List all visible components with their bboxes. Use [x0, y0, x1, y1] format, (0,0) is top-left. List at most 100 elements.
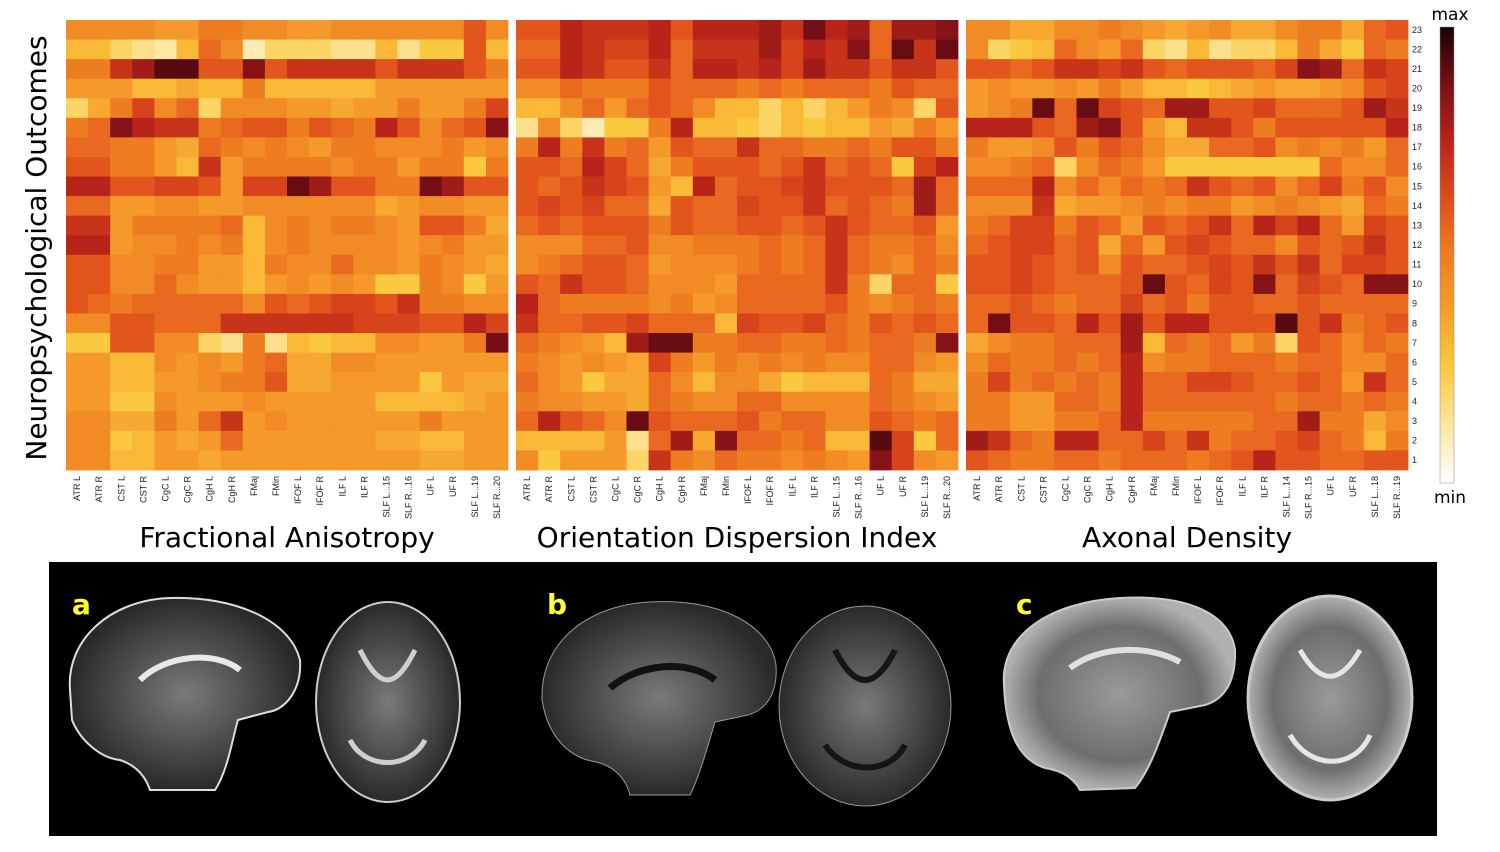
heatmap-cell — [737, 450, 760, 471]
heatmap-cell — [1098, 137, 1122, 158]
heatmap-cell — [1385, 98, 1409, 119]
heatmap-cell — [1319, 39, 1343, 60]
heatmap-cell — [1341, 78, 1365, 99]
heatmap-cell — [913, 293, 937, 314]
heatmap-cell — [803, 196, 826, 217]
heatmap-cell — [441, 313, 465, 334]
heatmap-cell — [463, 274, 487, 295]
heatmap-cell — [847, 430, 870, 451]
heatmap-cell — [759, 235, 782, 256]
heatmap-cell — [353, 137, 376, 158]
heatmap-cell — [582, 430, 605, 451]
heatmap-cell — [1385, 196, 1409, 217]
heatmap-cell — [66, 430, 89, 451]
heatmap-cell — [154, 215, 177, 236]
heatmap-cell — [1032, 391, 1055, 412]
heatmap-cell — [331, 293, 354, 314]
heatmap-cell — [1164, 333, 1188, 354]
heatmap-cell — [485, 156, 509, 177]
heatmap-cell — [560, 78, 583, 99]
heatmap-cell — [264, 137, 288, 158]
heatmap-cell — [935, 215, 959, 236]
heatmap-cell — [988, 274, 1011, 295]
y-tick-label: 12 — [1412, 240, 1422, 250]
heatmap-cell — [582, 78, 605, 99]
heatmap-cell — [419, 137, 443, 158]
heatmap-cell — [287, 450, 310, 471]
heatmap-cell — [66, 59, 89, 80]
heatmap-cell — [264, 59, 288, 80]
heatmap-cell — [648, 59, 672, 80]
heatmap-cell — [1010, 196, 1033, 217]
heatmap-cell — [538, 450, 561, 471]
heatmap-cell — [110, 333, 133, 354]
heatmap-cell — [287, 196, 310, 217]
heatmap-cell — [935, 430, 959, 451]
heatmap-cell — [1076, 235, 1099, 256]
heatmap-cell — [692, 352, 716, 373]
heatmap-cell — [582, 156, 605, 177]
heatmap-cell — [419, 117, 443, 138]
heatmap-cell — [714, 430, 738, 451]
heatmap-cell — [935, 450, 959, 471]
heatmap-cell — [88, 20, 111, 40]
heatmap-cell — [847, 156, 870, 177]
heatmap-cell — [353, 450, 376, 471]
heatmap-cell — [737, 215, 760, 236]
heatmap-cell — [331, 391, 354, 412]
heatmap-cell — [891, 117, 915, 138]
heatmap-cell — [1098, 20, 1122, 40]
heatmap-cell — [176, 39, 199, 60]
heatmap-cell — [463, 411, 487, 432]
mri-a-sagittal-image — [68, 596, 302, 791]
heatmap-cell — [626, 450, 649, 471]
heatmap-cell — [891, 352, 915, 373]
heatmap-cell — [781, 176, 804, 197]
heatmap-cell — [242, 313, 266, 334]
heatmap-cell — [1164, 254, 1188, 275]
heatmap-cell — [463, 215, 487, 236]
heatmap-cell — [441, 59, 465, 80]
heatmap-cell — [1054, 39, 1077, 60]
heatmap-cell — [714, 391, 738, 412]
heatmap-cell — [714, 254, 738, 275]
heatmap-cell — [309, 450, 332, 471]
heatmap-cell — [1209, 411, 1232, 432]
heatmap-cell — [198, 411, 222, 432]
heatmap-cell — [1341, 196, 1365, 217]
heatmap-cell — [1209, 274, 1232, 295]
heatmap-cell — [1098, 430, 1122, 451]
heatmap-cell — [264, 215, 288, 236]
heatmap-cell — [847, 450, 870, 471]
heatmap-cell — [935, 117, 959, 138]
heatmap-cell — [582, 59, 605, 80]
heatmap-cell — [935, 254, 959, 275]
x-tick-label: SLF R...16 — [854, 476, 864, 519]
heatmap-cell — [516, 450, 539, 471]
heatmap-cell — [154, 196, 177, 217]
heatmap-cell — [604, 117, 627, 138]
heatmap-cell — [1297, 39, 1320, 60]
heatmap-cell — [1054, 372, 1077, 393]
heatmap-cell — [1209, 313, 1232, 334]
heatmap-cell — [1187, 411, 1210, 432]
heatmap-cell — [1142, 372, 1166, 393]
heatmap-cell — [1120, 430, 1144, 451]
heatmap-cell — [737, 39, 760, 60]
heatmap-cell — [287, 293, 310, 314]
heatmap-cell — [803, 430, 826, 451]
heatmap-cell — [309, 137, 332, 158]
heatmap-cell — [1209, 293, 1232, 314]
heatmap-cell — [560, 333, 583, 354]
heatmap-cell — [154, 176, 177, 197]
heatmap-cell — [1032, 98, 1055, 119]
heatmap-cell — [1253, 98, 1276, 119]
heatmap-cell — [538, 254, 561, 275]
heatmap-cell — [1032, 274, 1055, 295]
heatmap-cell — [1120, 20, 1144, 40]
heatmap-cell — [309, 352, 332, 373]
heatmap-cell — [198, 274, 222, 295]
heatmap-cell — [1319, 254, 1343, 275]
heatmap-cell — [582, 254, 605, 275]
heatmap-cell — [242, 293, 266, 314]
